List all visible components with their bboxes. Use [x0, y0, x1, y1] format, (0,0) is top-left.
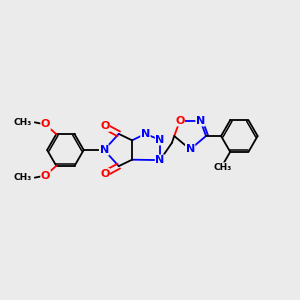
Text: CH₃: CH₃ [14, 173, 32, 182]
Text: O: O [100, 122, 110, 131]
Text: CH₃: CH₃ [213, 163, 231, 172]
Text: O: O [41, 119, 50, 130]
Text: O: O [175, 116, 184, 126]
Text: O: O [100, 169, 110, 179]
Text: N: N [141, 129, 150, 139]
Text: O: O [41, 170, 50, 181]
Text: CH₃: CH₃ [14, 118, 32, 127]
Text: N: N [155, 155, 165, 165]
Text: N: N [155, 135, 165, 145]
Text: N: N [196, 116, 205, 126]
Text: N: N [100, 145, 109, 155]
Text: N: N [185, 144, 195, 154]
